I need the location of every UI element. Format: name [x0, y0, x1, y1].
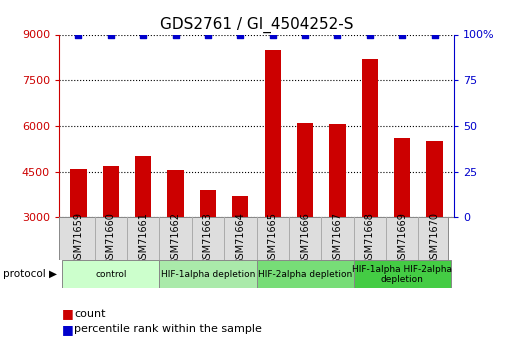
Point: [236, 32, 244, 37]
Text: GSM71668: GSM71668: [365, 213, 375, 265]
Bar: [160, 260, 256, 288]
Point: [430, 32, 439, 37]
Text: GSM71662: GSM71662: [170, 213, 181, 265]
Bar: [135, 156, 151, 217]
Point: [204, 32, 212, 37]
Text: ■: ■: [62, 307, 73, 321]
Point: [171, 32, 180, 37]
Bar: [297, 123, 313, 217]
Text: HIF-1alpha depletion: HIF-1alpha depletion: [161, 270, 255, 279]
Text: GSM71669: GSM71669: [397, 213, 407, 265]
Text: control: control: [95, 270, 127, 279]
Bar: [353, 260, 451, 288]
Text: GSM71660: GSM71660: [106, 213, 116, 265]
Bar: [70, 169, 87, 217]
Bar: [426, 141, 443, 217]
Point: [398, 32, 406, 37]
Text: GSM71661: GSM71661: [138, 213, 148, 265]
Text: GSM71663: GSM71663: [203, 213, 213, 265]
Bar: [167, 170, 184, 217]
Text: GSM71664: GSM71664: [235, 213, 245, 265]
Bar: [329, 125, 346, 217]
Text: HIF-2alpha depletion: HIF-2alpha depletion: [258, 270, 352, 279]
Bar: [362, 59, 378, 217]
Text: GSM71670: GSM71670: [429, 213, 440, 265]
Text: percentile rank within the sample: percentile rank within the sample: [74, 325, 262, 334]
Text: protocol ▶: protocol ▶: [3, 269, 56, 279]
Bar: [265, 50, 281, 217]
Title: GDS2761 / GI_4504252-S: GDS2761 / GI_4504252-S: [160, 17, 353, 33]
Text: GSM71659: GSM71659: [73, 213, 84, 265]
Bar: [232, 196, 248, 217]
Point: [333, 32, 342, 37]
Point: [139, 32, 147, 37]
Point: [107, 32, 115, 37]
Bar: [394, 138, 410, 217]
Bar: [103, 166, 119, 217]
Point: [301, 32, 309, 37]
Text: HIF-1alpha HIF-2alpha
depletion: HIF-1alpha HIF-2alpha depletion: [352, 265, 452, 284]
Text: ■: ■: [62, 323, 73, 336]
Bar: [256, 260, 353, 288]
Point: [74, 32, 83, 37]
Point: [269, 32, 277, 37]
Text: GSM71665: GSM71665: [268, 213, 278, 265]
Text: GSM71667: GSM71667: [332, 213, 343, 265]
Point: [366, 32, 374, 37]
Bar: [62, 260, 160, 288]
Bar: [200, 190, 216, 217]
Text: GSM71666: GSM71666: [300, 213, 310, 265]
Text: count: count: [74, 309, 106, 319]
